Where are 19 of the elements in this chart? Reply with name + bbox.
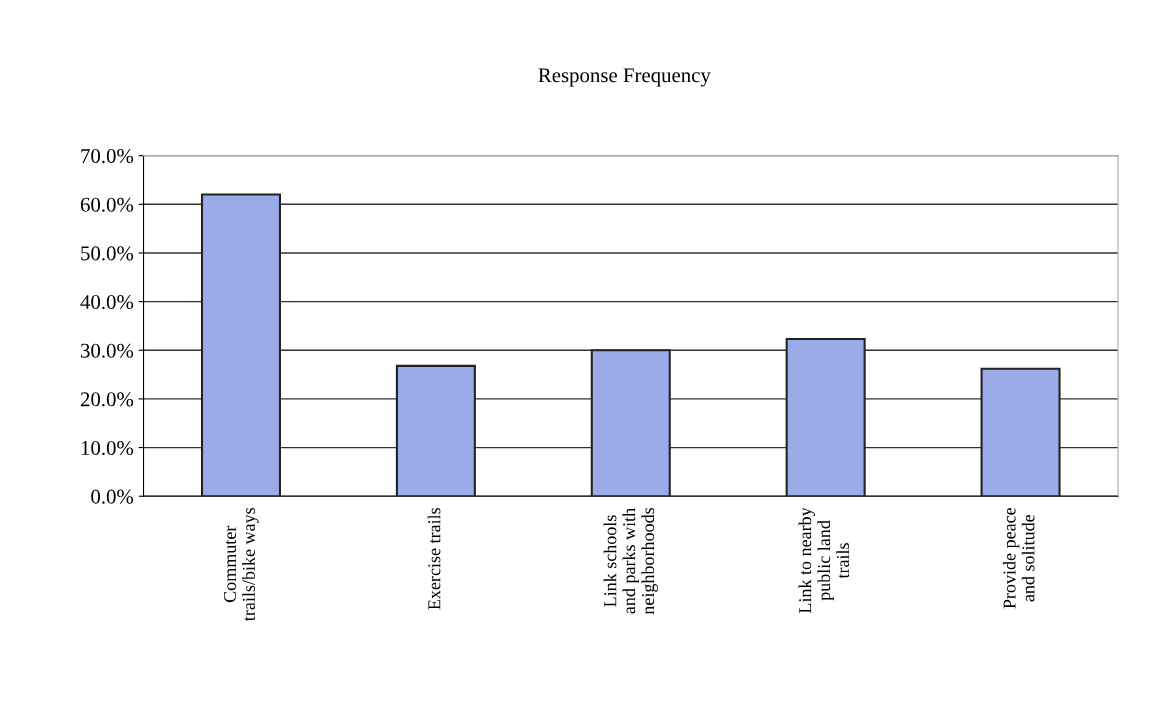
chart-title: Response Frequency <box>538 68 711 87</box>
x-tick-label: Link schools and parks with neighborhoods <box>603 508 658 615</box>
bar <box>200 193 281 497</box>
y-tick-label: 10.0% <box>81 440 134 456</box>
x-tick-label: Commuter trails/bike ways <box>223 508 259 621</box>
y-tick-label: 60.0% <box>80 197 134 212</box>
y-tick-label: 50.0% <box>81 246 134 261</box>
y-tick-label: 0.0% <box>91 489 134 504</box>
bar <box>980 367 1061 497</box>
y-tick-label: 30.0% <box>81 343 134 358</box>
y-tick-label: 40.0% <box>80 294 134 310</box>
y-tick-label: 70.0% <box>81 149 134 164</box>
x-tick-label: Exercise trails <box>427 508 441 610</box>
x-tick-label: Provide peace and solitude <box>1002 507 1035 609</box>
x-tick-label: Link to nearby public land trails <box>798 507 850 614</box>
bar <box>395 364 476 497</box>
y-tick-label: 20.0% <box>80 392 134 407</box>
bar <box>785 338 866 497</box>
bar <box>590 349 671 497</box>
